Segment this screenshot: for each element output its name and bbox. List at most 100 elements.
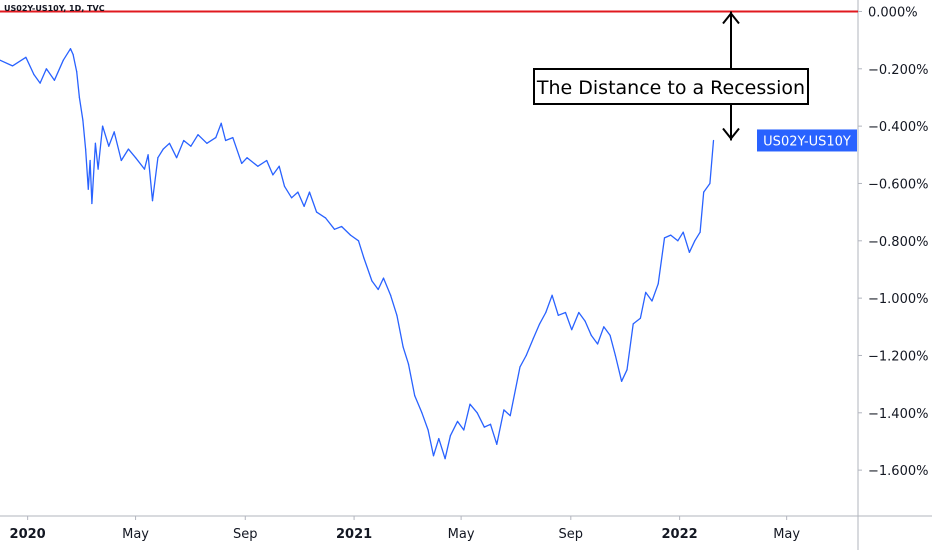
x-tick-label: 2022: [662, 527, 698, 542]
series-point: [162, 148, 164, 150]
series-point: [303, 205, 305, 207]
series-point: [175, 157, 178, 159]
series-point: [496, 443, 498, 445]
series-point: [456, 420, 459, 422]
last-value-badge-label: US02Y-US10Y: [763, 134, 851, 149]
series-point: [33, 73, 35, 76]
series-point: [324, 217, 327, 219]
series-point: [0, 59, 1, 61]
series-point: [670, 234, 672, 236]
series-point: [483, 426, 485, 428]
series-point: [333, 228, 336, 230]
series-point: [538, 323, 541, 325]
series-point: [82, 119, 84, 121]
series-point: [168, 142, 171, 144]
y-tick-label: −1.200%: [868, 349, 928, 364]
series-point: [421, 412, 423, 414]
series-point: [101, 125, 104, 127]
series-point: [407, 363, 410, 365]
x-tick-label: May: [448, 527, 475, 542]
annotation-arrowhead-down: [722, 127, 740, 141]
series-point: [25, 56, 27, 58]
series-point: [91, 202, 93, 205]
series-point: [72, 53, 74, 56]
series-point: [291, 197, 293, 199]
series-point: [257, 165, 259, 167]
series-point: [69, 48, 72, 50]
series-point: [639, 317, 641, 319]
series-point: [545, 311, 547, 314]
series-point: [241, 162, 243, 164]
series-point: [108, 145, 110, 147]
series-point: [677, 240, 679, 242]
series-point: [657, 283, 659, 285]
series-point: [614, 354, 617, 357]
series-point: [89, 159, 91, 162]
series-line[interactable]: [0, 48, 715, 460]
series-point: [444, 458, 446, 460]
series-point: [584, 320, 586, 322]
series-point: [266, 159, 268, 162]
series-point: [62, 59, 64, 61]
series-point: [157, 157, 159, 159]
series-point: [663, 237, 666, 239]
series-point: [596, 343, 599, 345]
series-point: [340, 225, 343, 228]
series-point: [632, 323, 634, 325]
series-point: [463, 429, 465, 431]
y-tick-label: 0.000%: [868, 5, 918, 20]
series-point: [127, 148, 130, 150]
series-point: [97, 168, 99, 170]
series-point: [85, 148, 87, 150]
series-point: [645, 291, 647, 293]
series-point: [578, 311, 580, 314]
series-point: [147, 154, 149, 156]
series-point: [402, 346, 404, 348]
series-point: [438, 438, 440, 440]
symbol-title: US02Y-US10Y, 1D, TVC: [4, 4, 105, 13]
series-point: [682, 231, 684, 233]
y-tick-label: −1.000%: [868, 292, 928, 307]
annotation-text: The Distance to a Recession: [536, 77, 805, 99]
series-point: [134, 157, 137, 159]
series-point: [609, 334, 611, 336]
series-point: [225, 139, 227, 142]
series-point: [246, 157, 248, 159]
series-point: [151, 200, 154, 202]
x-tick-label: Sep: [559, 527, 584, 542]
series-point: [703, 191, 705, 193]
series-point: [272, 174, 274, 176]
series-point: [377, 288, 379, 291]
series-point: [564, 311, 567, 314]
series-point: [532, 337, 534, 339]
series-point: [39, 82, 41, 84]
series-point: [571, 329, 573, 331]
x-tick-label: May: [773, 527, 800, 542]
series-point: [232, 137, 234, 139]
series-point: [509, 415, 511, 417]
series-point: [308, 191, 311, 193]
series-point: [220, 122, 222, 124]
x-tick-label: 2021: [336, 527, 372, 542]
series-point: [215, 137, 217, 139]
series-point: [551, 294, 553, 296]
series-point: [476, 412, 478, 414]
series-point: [626, 369, 628, 371]
y-tick-label: −0.200%: [868, 63, 928, 78]
series-point: [525, 354, 527, 357]
series-point: [78, 96, 80, 99]
series-point: [297, 191, 299, 193]
series-point: [709, 182, 711, 185]
series-point: [11, 65, 14, 67]
series-point: [113, 131, 115, 133]
last-value-badge: [757, 129, 857, 152]
series-point: [143, 168, 146, 170]
series-point: [183, 139, 185, 142]
series-point: [503, 409, 505, 411]
series-point: [316, 211, 318, 213]
series-point: [283, 185, 286, 187]
series-point: [349, 234, 352, 236]
series-point: [469, 403, 471, 405]
series-point: [590, 334, 592, 336]
